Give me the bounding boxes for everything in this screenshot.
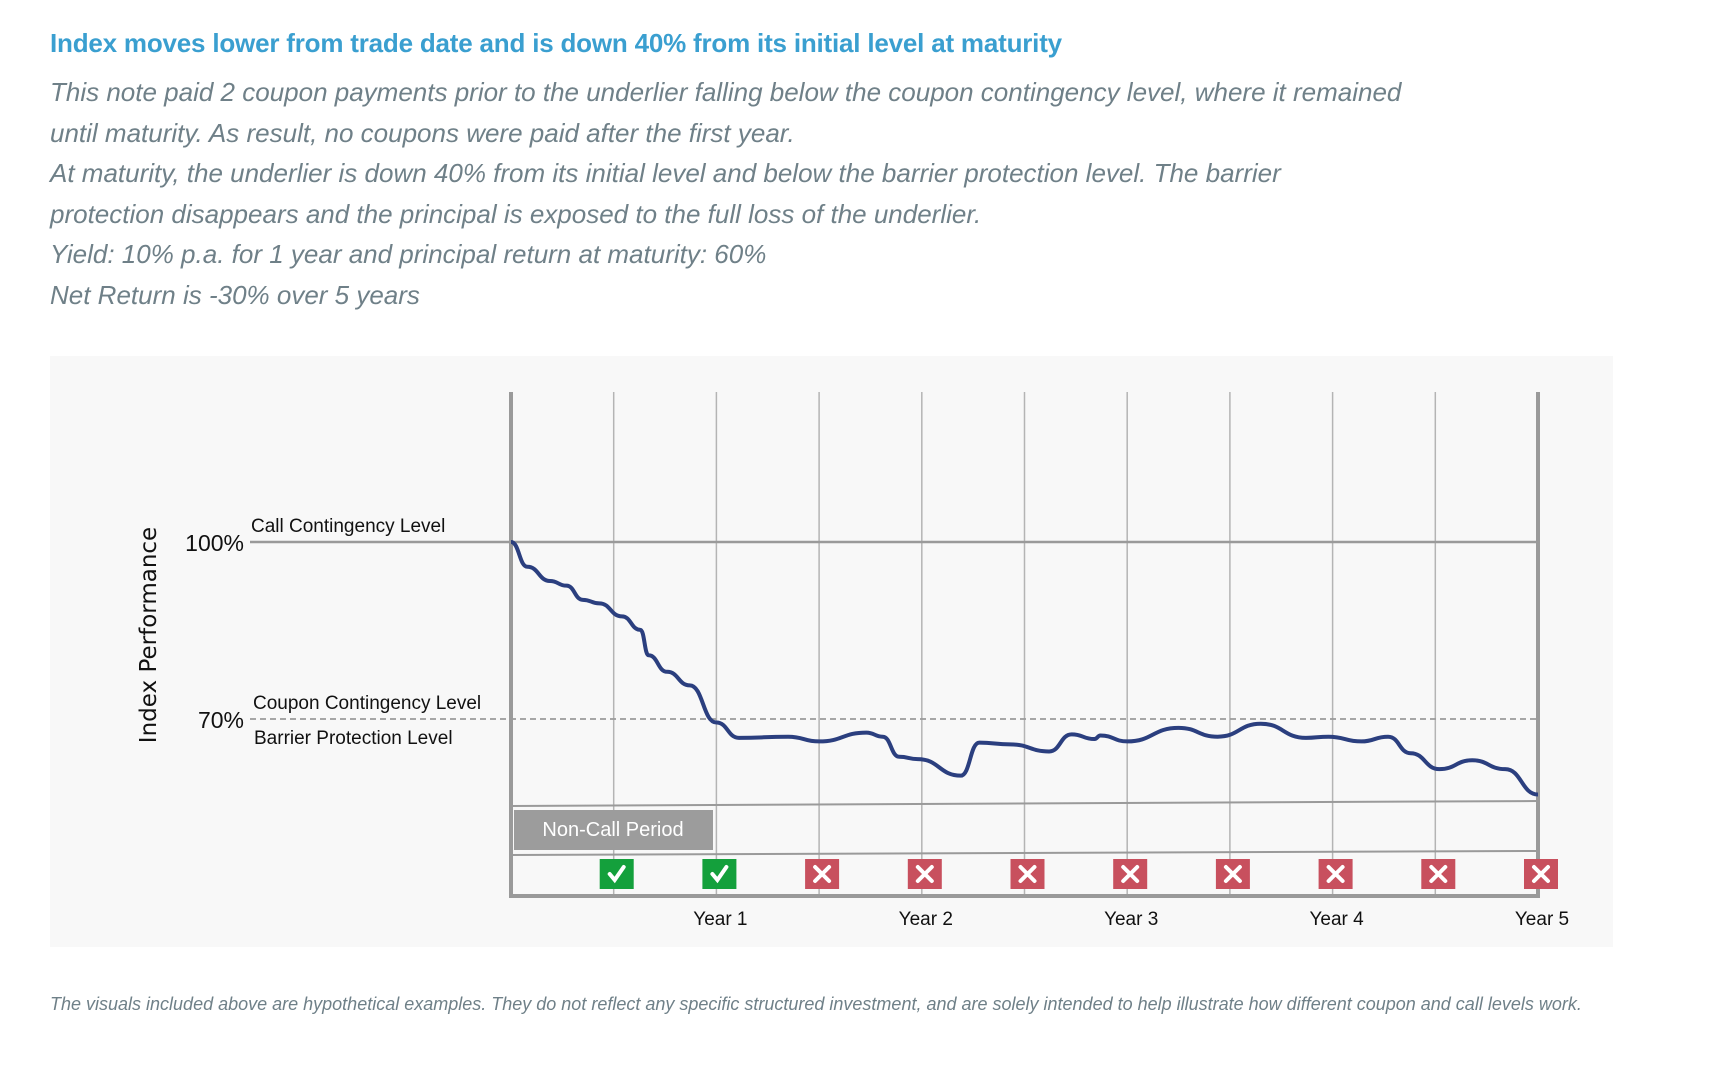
page-title: Index moves lower from trade date and is… (50, 28, 1062, 58)
x-tick-label: Year 5 (1515, 909, 1569, 930)
no-coupon-marker (1215, 859, 1250, 889)
coupon-paid-marker (599, 859, 634, 889)
description-line: At maturity, the underlier is down 40% f… (50, 158, 1281, 188)
no-coupon-marker (1318, 859, 1353, 889)
index-performance-line (510, 540, 1539, 797)
description-line: Yield: 10% p.a. for 1 year and principal… (50, 239, 767, 269)
x-icon (1429, 865, 1448, 883)
call-level-label: Call Contingency Level (251, 516, 445, 537)
no-coupon-marker (1421, 859, 1456, 889)
x-icon (1018, 865, 1037, 883)
disclaimer: The visuals included above are hypotheti… (50, 994, 1582, 1014)
description-line: until maturity. As result, no coupons we… (50, 117, 795, 148)
y-axis-label: Index Performance (136, 527, 162, 743)
non-call-period-label: Non-Call Period (542, 819, 683, 841)
y-tick-70: 70% (198, 707, 244, 733)
barrier-level-label: Barrier Protection Level (254, 728, 453, 749)
description: This note paid 2 coupon payments prior t… (50, 72, 1401, 315)
x-icon (915, 865, 934, 883)
no-coupon-marker (805, 859, 840, 889)
check-icon (710, 865, 729, 884)
no-coupon-marker (1524, 859, 1558, 889)
x-tick-label: Year 1 (693, 909, 747, 930)
coupon-level-label: Coupon Contingency Level (253, 693, 481, 714)
x-icon (813, 865, 832, 883)
x-icon (1223, 865, 1242, 883)
coupon-paid-marker (702, 859, 737, 889)
band-top-line (510, 800, 1539, 807)
x-tick-label: Year 3 (1104, 909, 1158, 930)
x-tick-label: Year 2 (899, 909, 953, 930)
description-line: protection disappears and the principal … (50, 198, 982, 229)
no-coupon-marker (1113, 859, 1148, 889)
x-icon (1121, 865, 1140, 883)
no-coupon-marker (1010, 859, 1045, 889)
non-call-period-box (514, 810, 713, 850)
x-icon (1532, 865, 1550, 883)
y-tick-100: 100% (185, 530, 244, 556)
description-line: Net Return is -30% over 5 years (50, 279, 420, 310)
no-coupon-marker (907, 859, 942, 889)
check-icon (607, 865, 626, 884)
band-bottom-line (510, 850, 1539, 856)
description-line: This note paid 2 coupon payments prior t… (50, 77, 1402, 107)
chart-panel (50, 356, 1613, 947)
x-tick-label: Year 4 (1309, 909, 1364, 930)
x-icon (1326, 865, 1345, 883)
